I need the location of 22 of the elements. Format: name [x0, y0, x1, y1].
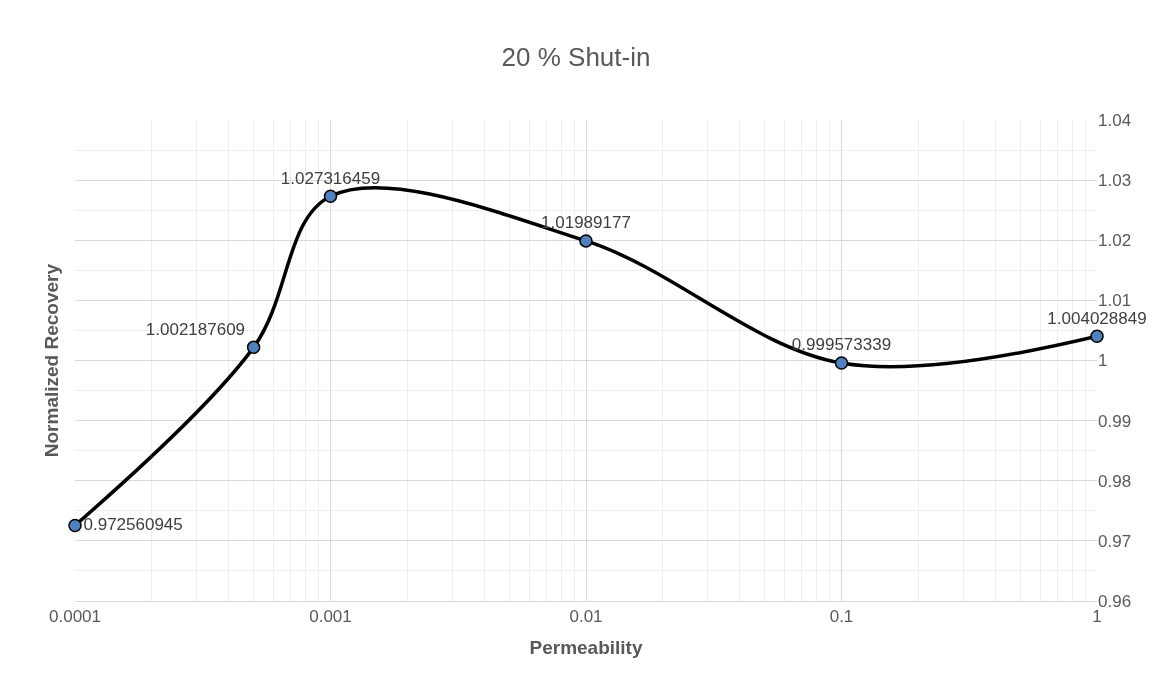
data-label: 1.004028849 — [1047, 308, 1147, 328]
x-tick-label: 0.1 — [829, 607, 854, 627]
data-label: 0.972560945 — [83, 514, 183, 534]
chart-title: 20 % Shut-in — [501, 41, 651, 72]
x-tick-label: 0.01 — [569, 607, 603, 627]
y-tick-label: 0.96 — [1098, 591, 1132, 611]
y-tick-label: 1.01 — [1098, 291, 1132, 311]
data-label: 1.027316459 — [280, 168, 381, 188]
data-label: 1.002187609 — [145, 319, 246, 339]
y-tick-label: 1.02 — [1098, 231, 1132, 251]
x-axis-title: Permeability — [529, 637, 643, 659]
y-tick-label: 1 — [1098, 351, 1108, 371]
data-label: 0.999573339 — [791, 335, 892, 355]
x-tick-label: 0.001 — [309, 607, 352, 627]
y-tick-label: 0.98 — [1098, 471, 1132, 491]
y-tick-label: 0.99 — [1098, 411, 1132, 431]
y-tick-label: 0.97 — [1098, 531, 1132, 551]
x-tick-label: 0.0001 — [49, 607, 101, 627]
y-axis-title: Normalized Recovery — [41, 263, 63, 458]
y-tick-label: 1.03 — [1098, 171, 1132, 191]
y-tick-label: 1.04 — [1098, 110, 1132, 130]
data-label: 1.01989177 — [541, 213, 631, 233]
